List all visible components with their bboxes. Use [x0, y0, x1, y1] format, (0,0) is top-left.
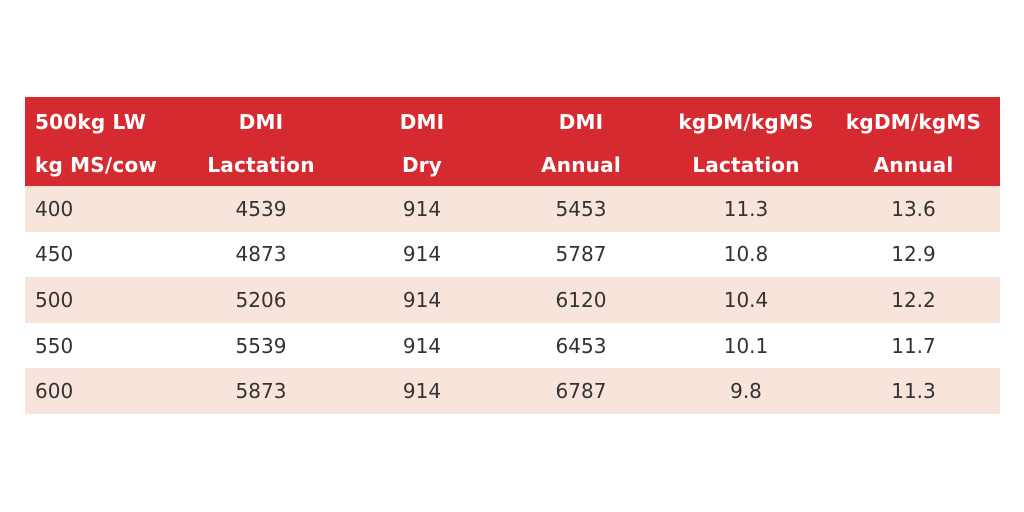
table-cell: 11.3: [723, 196, 769, 221]
table-cell: 5206: [235, 287, 287, 312]
table-cell: 4873: [235, 242, 287, 267]
table-cell: 10.8: [723, 242, 769, 267]
table-cell: 10.1: [723, 333, 769, 358]
table-cell: 6120: [555, 287, 607, 312]
header-row-2: kg MS/cow Lactation Dry Annual Lactation…: [25, 143, 1000, 187]
table-cell: 13.6: [891, 196, 936, 221]
table-cell: 400: [35, 196, 74, 221]
table-cell: 550: [35, 333, 74, 358]
table-row: 550 5539 914 6453 10.1 11.7: [25, 322, 1000, 369]
table-cell: 11.7: [891, 333, 936, 358]
table-row: 450 4873 914 5787 10.8 12.9: [25, 231, 1000, 278]
table-row: 500 5206 914 6120 10.4 12.2: [25, 277, 1000, 323]
table-cell: 12.9: [891, 242, 936, 267]
header-cell: DMI: [558, 110, 604, 134]
table-cell: 12.2: [891, 287, 936, 312]
table-cell: 9.8: [730, 379, 762, 404]
table-cell: 11.3: [891, 379, 936, 404]
table-cell: 914: [402, 333, 442, 358]
table-cell: 450: [35, 242, 74, 267]
table-cell: 914: [402, 287, 442, 312]
header-cell: 500kg LW: [35, 110, 147, 134]
table-cell: 914: [402, 242, 442, 267]
table-cell: 4539: [235, 196, 287, 221]
header-cell: Dry: [401, 153, 443, 177]
header-cell: DMI: [238, 110, 284, 134]
table-cell: 5539: [235, 333, 287, 358]
table-cell: 5787: [555, 242, 607, 267]
header-cell: Lactation: [692, 153, 800, 177]
header-cell: Annual: [873, 153, 954, 177]
table-cell: 5873: [235, 379, 287, 404]
table-header: 500kg LW DMI DMI DMI kgDM/kgMS kgDM/kgMS…: [25, 97, 1000, 186]
header-cell: Annual: [541, 153, 621, 177]
table-cell: 10.4: [723, 287, 769, 312]
table-cell: 914: [402, 379, 442, 404]
table-row: 600 5873 914 6787 9.8 11.3: [25, 368, 1000, 414]
table-cell: 500: [35, 287, 74, 312]
table-row: 400 4539 914 5453 11.3 13.6: [25, 186, 1000, 232]
table-cell: 914: [402, 196, 442, 221]
header-cell: kgDM/kgMS: [678, 110, 814, 134]
dmi-table: 500kg LW DMI DMI DMI kgDM/kgMS kgDM/kgMS…: [25, 97, 1000, 414]
header-cell: DMI: [399, 110, 445, 134]
table-cell: 5453: [555, 196, 607, 221]
table-cell: 600: [35, 379, 74, 404]
header-cell: Lactation: [207, 153, 315, 177]
header-cell: kgDM/kgMS: [845, 110, 982, 134]
header-cell: kg MS/cow: [35, 153, 158, 177]
header-row-1: 500kg LW DMI DMI DMI kgDM/kgMS kgDM/kgMS: [25, 97, 1000, 143]
table-cell: 6787: [555, 379, 607, 404]
table-cell: 6453: [555, 333, 607, 358]
